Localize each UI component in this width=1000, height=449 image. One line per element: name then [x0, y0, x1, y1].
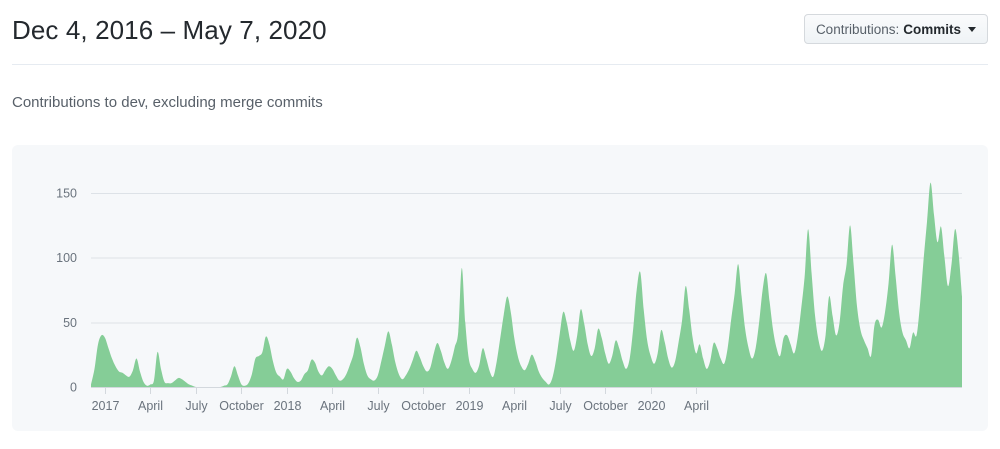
y-axis-tick-label: 100	[56, 251, 77, 265]
x-axis-tick-label: 2019	[456, 399, 484, 413]
x-axis-tick-label: 2020	[638, 399, 666, 413]
chevron-down-icon	[968, 26, 976, 32]
page-title: Dec 4, 2016 – May 7, 2020	[12, 15, 327, 45]
x-axis-tick-label: October	[401, 399, 445, 413]
chart-gridlines	[91, 193, 962, 324]
x-axis-tick-label: July	[185, 399, 208, 413]
header-divider	[12, 64, 988, 65]
y-axis-tick-label: 50	[63, 316, 77, 330]
contributions-area-chart[interactable]: 0 50 100 150 2017 April July October 2018 April J…	[12, 145, 988, 431]
x-axis-tick-label: April	[320, 399, 345, 413]
x-axis-tick-label: October	[219, 399, 263, 413]
page-header: Dec 4, 2016 – May 7, 2020 Contributions:…	[12, 10, 988, 54]
x-axis-tick-label: July	[367, 399, 390, 413]
chart-subtitle: Contributions to dev, excluding merge co…	[12, 94, 323, 111]
y-axis-tick-label: 150	[56, 187, 77, 201]
chart-axis	[91, 387, 962, 394]
chart-area-series	[91, 182, 962, 387]
chart-x-axis-labels: 2017 April July October 2018 April July October…	[92, 399, 709, 413]
x-axis-tick-label: April	[684, 399, 709, 413]
x-axis-tick-label: April	[138, 399, 163, 413]
contributions-dropdown-value: Commits	[903, 21, 961, 37]
x-axis-tick-label: July	[549, 399, 572, 413]
contributions-area-path	[91, 182, 962, 387]
y-axis-tick-label: 0	[70, 381, 77, 395]
contributions-type-dropdown[interactable]: Contributions: Commits	[803, 14, 988, 44]
contributions-chart-panel: 0 50 100 150 2017 April July October 2018 April J…	[12, 145, 988, 431]
contributions-dropdown-prefix: Contributions:	[815, 21, 900, 37]
x-axis-tick-label: April	[502, 399, 527, 413]
x-axis-tick-label: October	[583, 399, 627, 413]
chart-y-axis-labels: 0 50 100 150	[56, 187, 77, 395]
x-axis-tick-label: 2018	[274, 399, 302, 413]
x-axis-tick-label: 2017	[92, 399, 120, 413]
